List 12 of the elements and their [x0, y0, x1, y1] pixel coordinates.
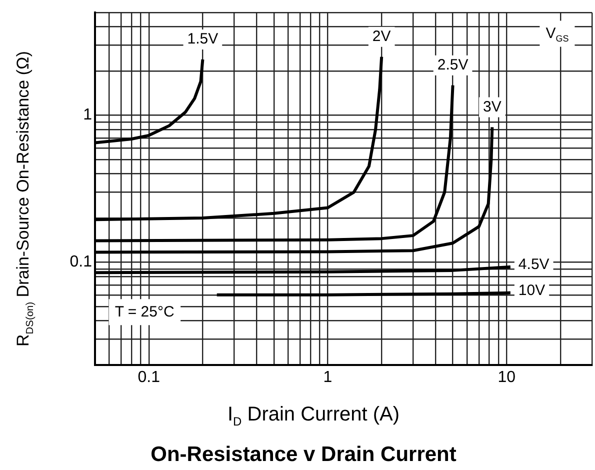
x-tick-label: 1 — [323, 369, 332, 386]
annotation: T = 25°C — [114, 303, 174, 320]
series-label: 3V — [482, 98, 502, 116]
text: On-Resistance v Drain Current — [150, 442, 456, 466]
x-tick-label: 10 — [498, 369, 516, 386]
series-label: 2.5V — [437, 56, 468, 74]
x-tick-label: 0.1 — [138, 369, 160, 386]
y-axis-title: RDS(on) Drain-Source On-Resistance (Ω) — [14, 51, 36, 346]
series-label: 2V — [372, 28, 391, 45]
series-label: 10V — [518, 282, 546, 299]
series-label: 1.5V — [187, 30, 218, 48]
series-label: 4.5V — [518, 256, 550, 274]
